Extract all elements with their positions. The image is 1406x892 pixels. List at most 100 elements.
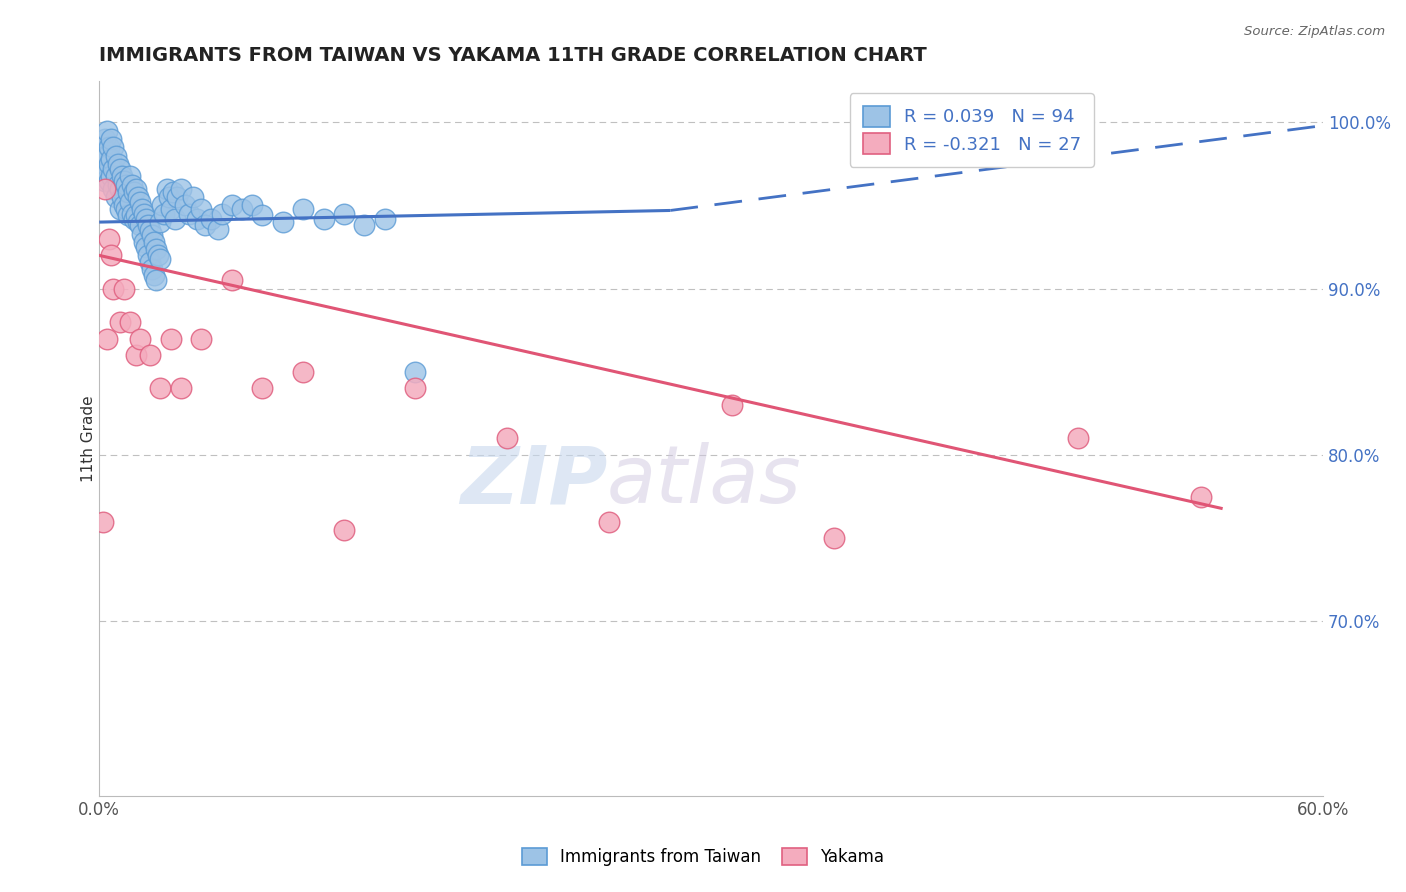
Point bbox=[186, 211, 208, 226]
Y-axis label: 11th Grade: 11th Grade bbox=[80, 395, 96, 482]
Point bbox=[135, 240, 157, 254]
Point bbox=[240, 198, 263, 212]
Point bbox=[1067, 431, 1090, 445]
Point bbox=[598, 515, 620, 529]
Point bbox=[112, 282, 135, 296]
Point bbox=[149, 382, 172, 396]
Point bbox=[91, 157, 114, 171]
Point bbox=[292, 202, 315, 216]
Point bbox=[91, 515, 114, 529]
Point bbox=[173, 198, 195, 212]
Point bbox=[104, 148, 127, 162]
Point bbox=[132, 207, 155, 221]
Point bbox=[103, 140, 125, 154]
Point bbox=[125, 209, 148, 223]
Point bbox=[112, 173, 135, 187]
Point bbox=[118, 169, 141, 183]
Point bbox=[720, 398, 742, 412]
Point bbox=[129, 332, 152, 346]
Point bbox=[108, 161, 131, 176]
Point bbox=[127, 215, 149, 229]
Point bbox=[98, 157, 121, 171]
Point bbox=[200, 211, 222, 226]
Point bbox=[166, 190, 188, 204]
Point bbox=[91, 140, 114, 154]
Point bbox=[159, 202, 181, 216]
Point bbox=[333, 207, 356, 221]
Point bbox=[252, 209, 274, 223]
Point bbox=[100, 248, 122, 262]
Point bbox=[112, 198, 135, 212]
Point bbox=[136, 248, 159, 262]
Point bbox=[121, 178, 143, 193]
Point bbox=[157, 190, 180, 204]
Point bbox=[131, 202, 153, 216]
Point bbox=[103, 161, 125, 176]
Point bbox=[211, 207, 233, 221]
Text: IMMIGRANTS FROM TAIWAN VS YAKAMA 11TH GRADE CORRELATION CHART: IMMIGRANTS FROM TAIWAN VS YAKAMA 11TH GR… bbox=[100, 46, 927, 65]
Point bbox=[94, 148, 117, 162]
Point bbox=[145, 242, 167, 256]
Point bbox=[292, 365, 315, 379]
Point bbox=[96, 148, 118, 162]
Point bbox=[117, 185, 139, 199]
Point bbox=[374, 211, 396, 226]
Point bbox=[94, 132, 117, 146]
Point bbox=[143, 268, 166, 283]
Point bbox=[121, 207, 143, 221]
Point bbox=[353, 219, 375, 233]
Point bbox=[114, 178, 136, 193]
Point bbox=[152, 198, 174, 212]
Point bbox=[125, 182, 148, 196]
Point bbox=[96, 123, 118, 137]
Point bbox=[90, 165, 112, 179]
Point bbox=[107, 157, 129, 171]
Point bbox=[823, 531, 845, 545]
Point bbox=[404, 382, 426, 396]
Point bbox=[131, 227, 153, 241]
Point bbox=[108, 182, 131, 196]
Point bbox=[98, 173, 121, 187]
Point bbox=[98, 140, 121, 154]
Point bbox=[118, 315, 141, 329]
Point bbox=[122, 211, 145, 226]
Point bbox=[117, 209, 139, 223]
Text: atlas: atlas bbox=[607, 442, 801, 520]
Point bbox=[104, 169, 127, 183]
Point bbox=[108, 315, 131, 329]
Point bbox=[190, 332, 212, 346]
Point bbox=[136, 219, 159, 233]
Point bbox=[94, 182, 117, 196]
Point bbox=[148, 248, 170, 262]
Point bbox=[127, 190, 149, 204]
Point bbox=[100, 132, 122, 146]
Legend: R = 0.039   N = 94, R = -0.321   N = 27: R = 0.039 N = 94, R = -0.321 N = 27 bbox=[849, 94, 1094, 167]
Point bbox=[103, 282, 125, 296]
Point bbox=[122, 185, 145, 199]
Point bbox=[100, 169, 122, 183]
Point bbox=[139, 348, 162, 362]
Point bbox=[104, 190, 127, 204]
Point bbox=[108, 202, 131, 216]
Point bbox=[100, 152, 122, 166]
Point bbox=[271, 215, 294, 229]
Point bbox=[155, 182, 177, 196]
Point bbox=[170, 182, 193, 196]
Point bbox=[111, 169, 134, 183]
Point bbox=[141, 261, 163, 276]
Point bbox=[207, 221, 229, 235]
Point bbox=[163, 211, 186, 226]
Point bbox=[221, 273, 243, 287]
Text: Source: ZipAtlas.com: Source: ZipAtlas.com bbox=[1244, 25, 1385, 38]
Point bbox=[98, 232, 121, 246]
Point bbox=[170, 382, 193, 396]
Point bbox=[132, 235, 155, 249]
Point bbox=[125, 348, 148, 362]
Point bbox=[312, 211, 335, 226]
Point bbox=[103, 182, 125, 196]
Point bbox=[231, 202, 253, 216]
Point bbox=[190, 202, 212, 216]
Point bbox=[149, 252, 172, 266]
Text: ZIP: ZIP bbox=[460, 442, 607, 520]
Point bbox=[143, 235, 166, 249]
